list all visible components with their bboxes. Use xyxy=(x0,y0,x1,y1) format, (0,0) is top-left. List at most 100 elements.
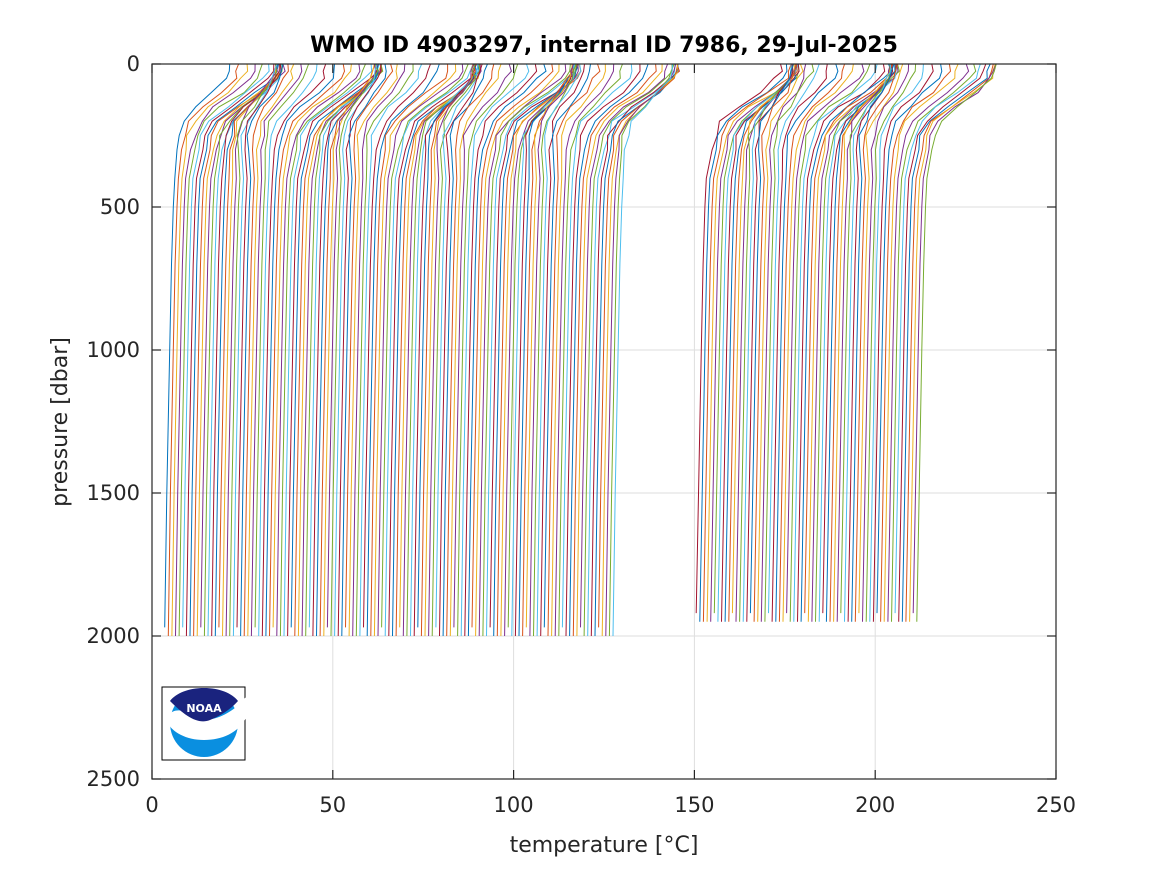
profile-line xyxy=(164,63,231,628)
profile-line xyxy=(207,63,283,637)
profile-line xyxy=(496,63,582,637)
profile-line xyxy=(880,63,952,622)
profile-line xyxy=(283,63,373,637)
profile-line xyxy=(916,63,997,622)
profile-line xyxy=(760,63,807,622)
profile-line xyxy=(800,63,892,622)
profile-line xyxy=(540,63,585,637)
logo-text: NOAA xyxy=(186,702,222,715)
profile-line xyxy=(815,63,900,622)
x-tick-label: 50 xyxy=(319,793,346,817)
profile-line xyxy=(334,63,378,637)
profile-line xyxy=(460,63,530,637)
profile-line xyxy=(764,63,815,622)
profile-line xyxy=(786,63,865,614)
profile-line xyxy=(724,63,798,622)
profile-line xyxy=(446,63,495,637)
profile-line xyxy=(789,63,871,622)
profile-line xyxy=(247,63,295,637)
profile-line xyxy=(359,63,423,637)
profile-line xyxy=(872,63,934,622)
profile-line xyxy=(533,63,577,637)
profile-line xyxy=(583,63,673,637)
profile-line xyxy=(536,63,582,637)
profile-line xyxy=(442,63,488,637)
profile-line xyxy=(287,63,379,637)
profile-line xyxy=(891,63,977,622)
profile-line xyxy=(771,63,828,622)
profile-line xyxy=(887,63,970,622)
profile-line xyxy=(348,63,398,637)
profile-line xyxy=(439,63,483,637)
profile-line xyxy=(749,63,794,614)
profile-line xyxy=(525,63,573,628)
profile-line xyxy=(883,63,959,622)
profile-line xyxy=(844,63,892,622)
profile-line xyxy=(580,63,669,628)
profile-line xyxy=(894,63,981,614)
profile-line xyxy=(471,63,554,628)
profile-line xyxy=(453,63,512,628)
profile-line xyxy=(514,63,574,637)
profile-line xyxy=(909,63,996,622)
profile-line xyxy=(178,63,263,637)
profile-line xyxy=(561,63,633,628)
profile-line xyxy=(858,63,904,614)
profile-line xyxy=(240,63,284,637)
profile-line xyxy=(876,63,943,614)
profile-line xyxy=(518,63,575,637)
profile-line xyxy=(854,63,899,622)
profile-line xyxy=(547,63,601,637)
profile-line xyxy=(269,63,346,637)
profile-line xyxy=(225,63,278,637)
profile-line xyxy=(869,63,924,622)
profile-line xyxy=(352,63,406,637)
x-tick-label: 100 xyxy=(494,793,534,817)
profile-line xyxy=(608,63,675,637)
profile-line xyxy=(243,63,289,637)
profile-line xyxy=(464,63,538,637)
x-tick-label: 250 xyxy=(1036,793,1076,817)
profile-line xyxy=(775,63,839,622)
profile-line xyxy=(901,63,991,622)
profile-line xyxy=(185,63,275,637)
plot-frame xyxy=(151,63,1057,780)
profile-line xyxy=(612,63,674,637)
profile-line xyxy=(702,63,792,622)
profile-line xyxy=(768,63,820,614)
profile-line xyxy=(265,63,335,637)
profile-line xyxy=(279,63,366,637)
profile-line xyxy=(489,63,578,628)
profile-line xyxy=(721,63,800,622)
profile-line xyxy=(330,63,379,637)
profile-line xyxy=(363,63,431,628)
profile-line xyxy=(381,63,469,628)
temperature-profiles xyxy=(164,63,997,637)
x-tick-labels: 0 50 100 150 200 250 xyxy=(145,793,1076,817)
profile-line xyxy=(862,63,910,622)
profile-line xyxy=(384,63,474,637)
profile-line xyxy=(366,63,440,637)
profile-line xyxy=(482,63,571,637)
profile-line xyxy=(399,63,481,628)
profile-line xyxy=(572,63,657,637)
x-tick-label: 0 xyxy=(145,793,158,817)
profile-line xyxy=(457,63,519,637)
profile-line xyxy=(753,63,798,622)
profile-line xyxy=(601,63,679,637)
profile-line xyxy=(424,63,474,637)
profile-line xyxy=(232,63,278,637)
profile-line xyxy=(211,63,282,637)
profile-line xyxy=(558,63,623,637)
profile-line xyxy=(250,63,303,637)
profile-line xyxy=(261,63,327,637)
profile-line xyxy=(272,63,352,628)
profile-line xyxy=(254,63,310,628)
profile-line xyxy=(258,63,318,637)
profile-line xyxy=(171,63,249,637)
y-tick-label: 1000 xyxy=(87,338,140,362)
profile-line xyxy=(370,64,449,637)
x-tick-label: 150 xyxy=(674,793,714,817)
y-tick-labels: 0 500 1000 1500 2000 2500 xyxy=(87,52,140,791)
